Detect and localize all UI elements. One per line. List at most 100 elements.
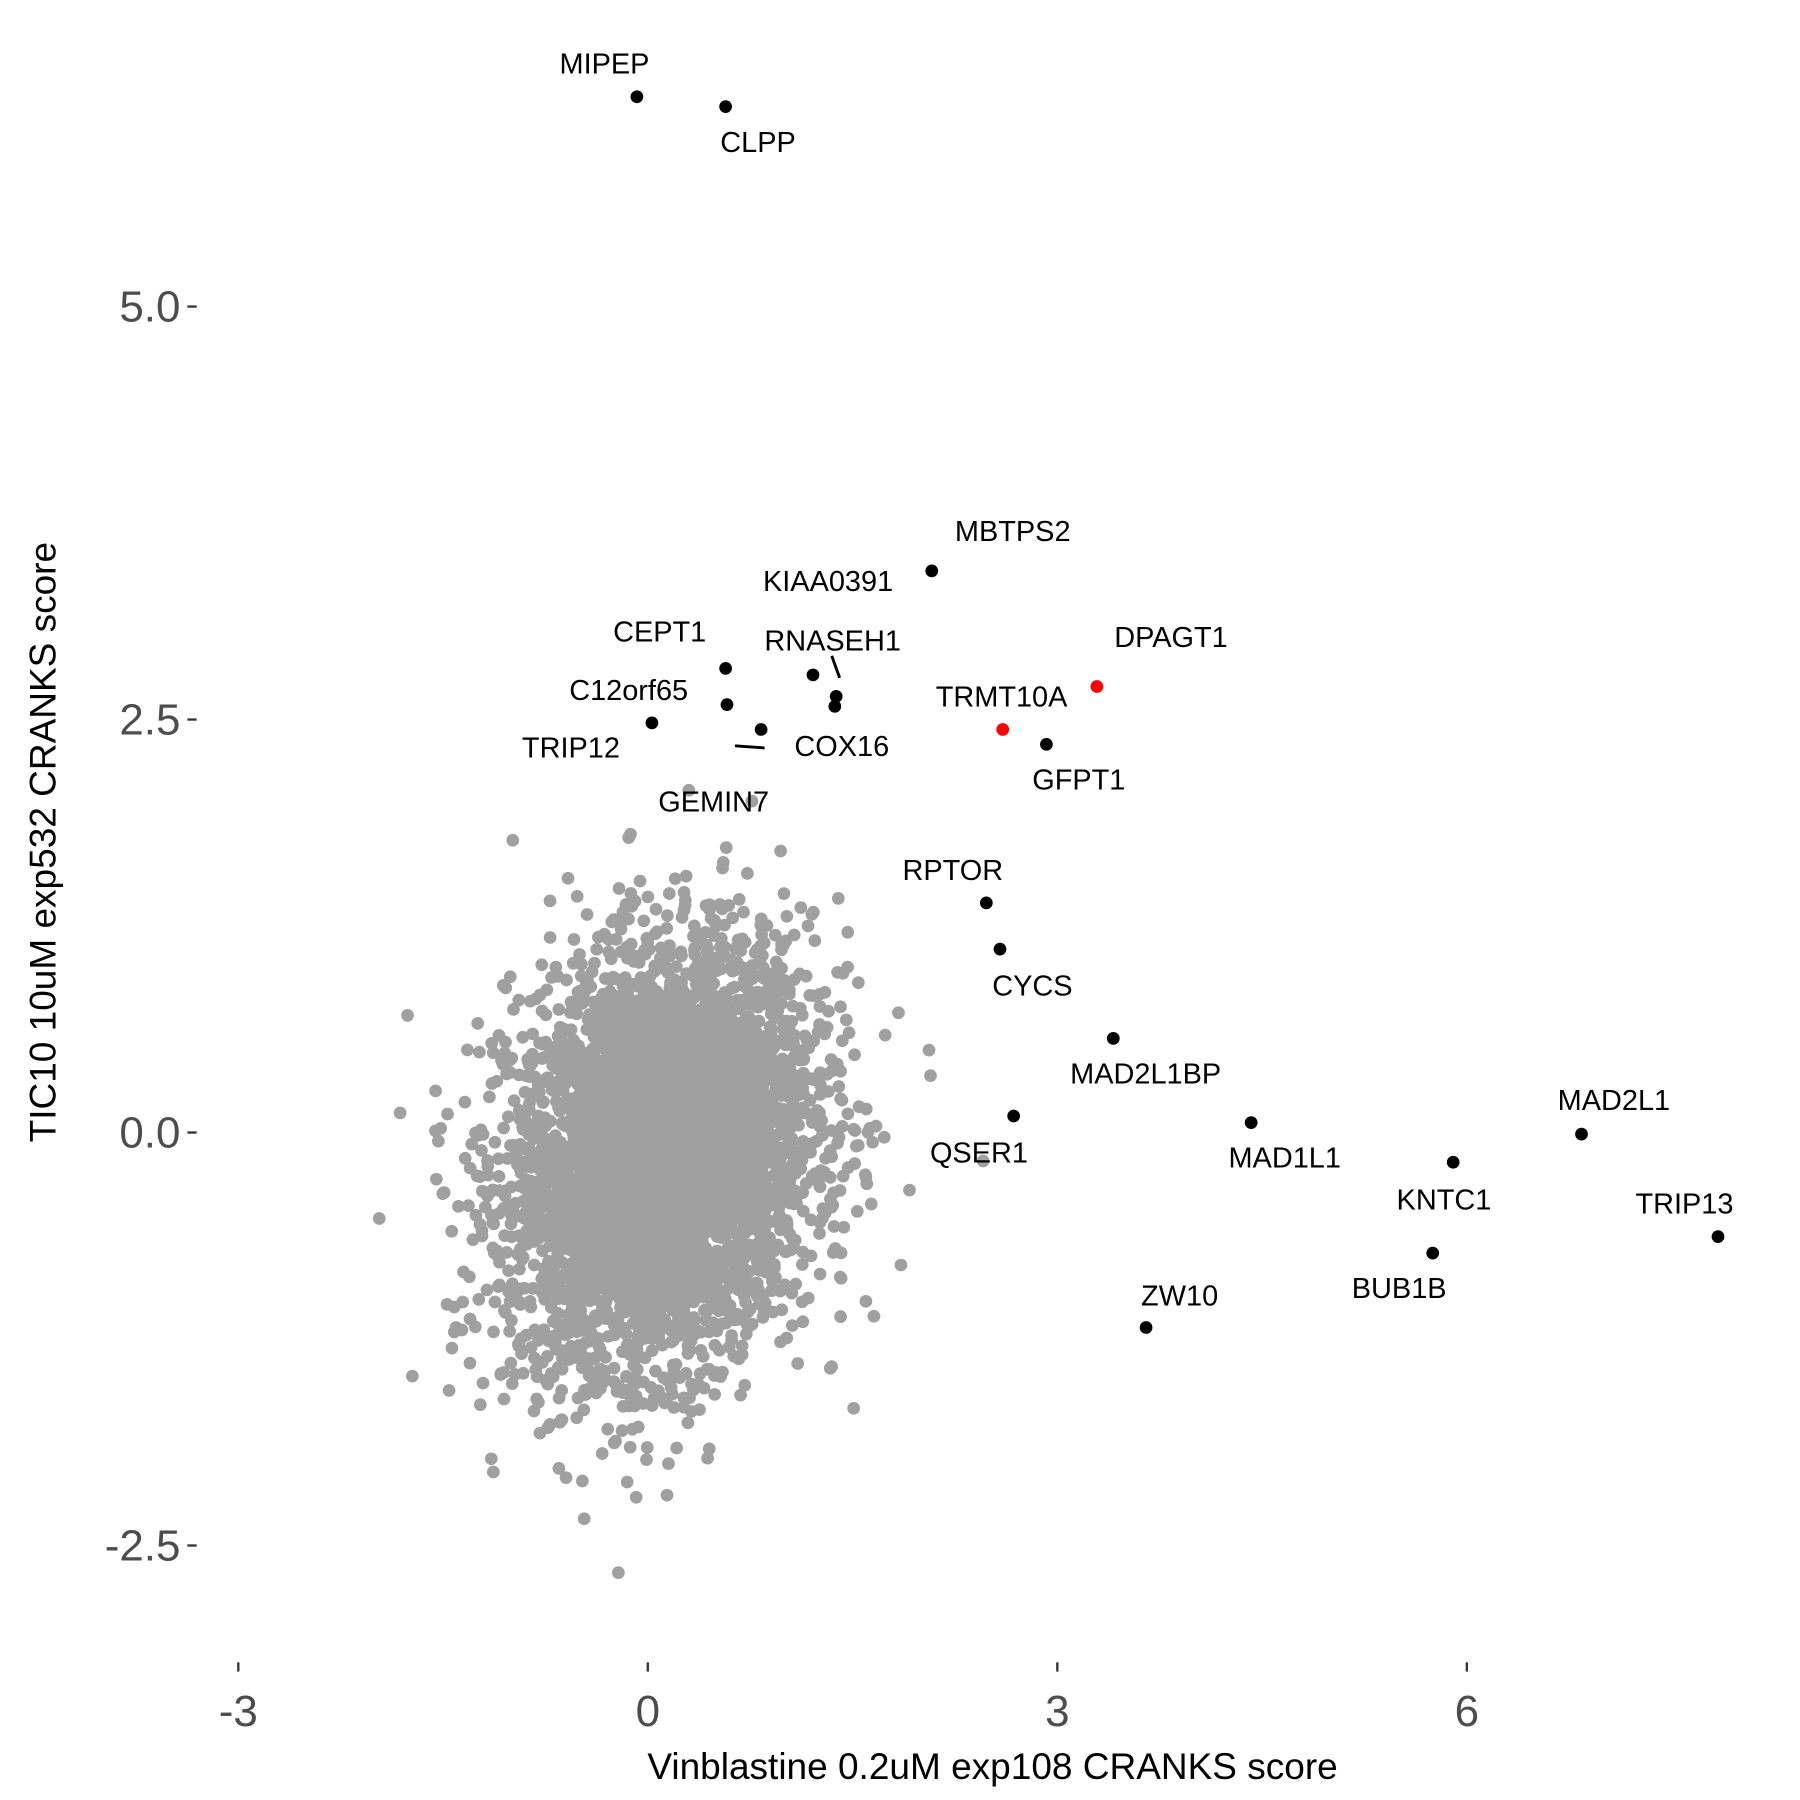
background-point — [607, 1319, 621, 1332]
background-point — [615, 974, 629, 988]
background-point — [565, 1004, 579, 1018]
background-point — [445, 1224, 459, 1238]
background-point — [813, 1018, 826, 1031]
background-point — [783, 983, 796, 997]
background-point — [714, 1267, 728, 1280]
background-point — [580, 1253, 594, 1267]
background-point — [606, 1148, 620, 1161]
background-point — [718, 1291, 732, 1305]
background-point — [480, 1283, 494, 1297]
background-point — [780, 909, 794, 923]
background-point — [518, 1085, 532, 1099]
background-point — [679, 869, 693, 883]
background-point — [556, 1083, 570, 1097]
background-point — [757, 936, 771, 950]
background-point — [813, 1087, 827, 1101]
background-point — [695, 1095, 708, 1109]
background-point — [501, 1110, 515, 1124]
background-point — [732, 892, 746, 906]
background-point — [674, 945, 688, 959]
background-point — [524, 1300, 538, 1314]
background-point — [664, 1041, 678, 1055]
background-point — [490, 1074, 504, 1088]
background-point — [612, 1081, 626, 1094]
background-point — [612, 1236, 626, 1249]
background-point — [617, 1143, 631, 1156]
background-point — [535, 958, 549, 972]
background-point — [774, 844, 787, 858]
background-point — [652, 1109, 666, 1123]
background-point — [864, 1197, 878, 1211]
background-point — [539, 1008, 553, 1022]
background-point — [662, 1457, 675, 1470]
background-point — [681, 1416, 695, 1430]
background-point — [791, 1188, 805, 1202]
background-point — [785, 1014, 799, 1028]
background-point — [475, 1184, 489, 1198]
background-point — [637, 1047, 651, 1061]
background-point — [441, 1107, 454, 1121]
background-point — [512, 993, 526, 1007]
background-point — [823, 1171, 837, 1184]
background-point — [488, 1135, 502, 1149]
background-point — [575, 1280, 589, 1293]
background-point — [792, 1118, 805, 1132]
background-point — [647, 1136, 661, 1150]
background-point — [531, 1078, 545, 1091]
background-point — [772, 1102, 785, 1116]
background-point — [487, 1325, 500, 1339]
background-point — [753, 1204, 767, 1218]
background-point — [595, 1447, 609, 1460]
background-point — [719, 841, 733, 854]
background-point — [629, 949, 643, 963]
background-point — [507, 1138, 520, 1152]
background-point — [516, 1194, 530, 1208]
background-point — [627, 1358, 640, 1372]
background-point — [486, 1241, 500, 1255]
background-point — [652, 1316, 666, 1329]
background-point — [672, 1169, 686, 1182]
background-point — [704, 978, 718, 992]
background-point — [832, 1080, 846, 1093]
background-point — [702, 1054, 716, 1068]
background-point — [732, 1234, 746, 1248]
background-point — [429, 1172, 443, 1186]
background-point — [593, 1230, 606, 1243]
background-point — [543, 1418, 557, 1431]
background-point — [712, 1343, 726, 1357]
background-point — [728, 980, 742, 994]
background-point — [789, 1277, 803, 1291]
background-point — [648, 1093, 662, 1106]
background-point — [463, 1356, 477, 1370]
background-point — [771, 1128, 785, 1142]
background-point — [463, 1270, 476, 1284]
background-point — [834, 1000, 847, 1014]
background-point — [604, 952, 618, 966]
background-point — [813, 1180, 827, 1194]
background-point — [738, 1130, 752, 1143]
background-point — [700, 938, 713, 952]
background-point — [704, 1151, 718, 1165]
background-point — [713, 898, 727, 911]
background-point — [739, 1112, 753, 1126]
background-point — [611, 1033, 625, 1047]
background-point — [632, 1109, 646, 1123]
background-point — [628, 1082, 642, 1095]
background-point — [739, 1327, 753, 1341]
background-point — [579, 1199, 593, 1212]
background-point — [565, 1120, 578, 1134]
background-point — [560, 1163, 574, 1177]
background-point — [642, 1013, 655, 1027]
background-point — [668, 872, 682, 886]
background-point — [393, 1106, 407, 1120]
background-point — [630, 1021, 644, 1035]
background-point — [498, 1229, 511, 1243]
background-point — [623, 1000, 637, 1013]
background-point — [697, 1381, 711, 1395]
background-point — [749, 1180, 763, 1194]
background-point — [869, 1119, 883, 1133]
background-point — [831, 892, 845, 905]
background-point — [649, 902, 663, 916]
background-point — [751, 1194, 765, 1208]
